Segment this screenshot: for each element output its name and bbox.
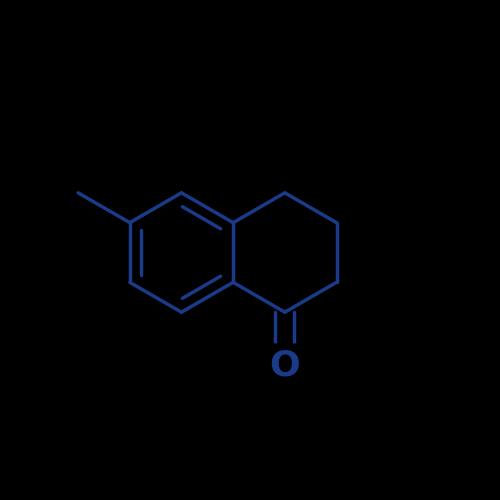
- Text: O: O: [270, 349, 300, 383]
